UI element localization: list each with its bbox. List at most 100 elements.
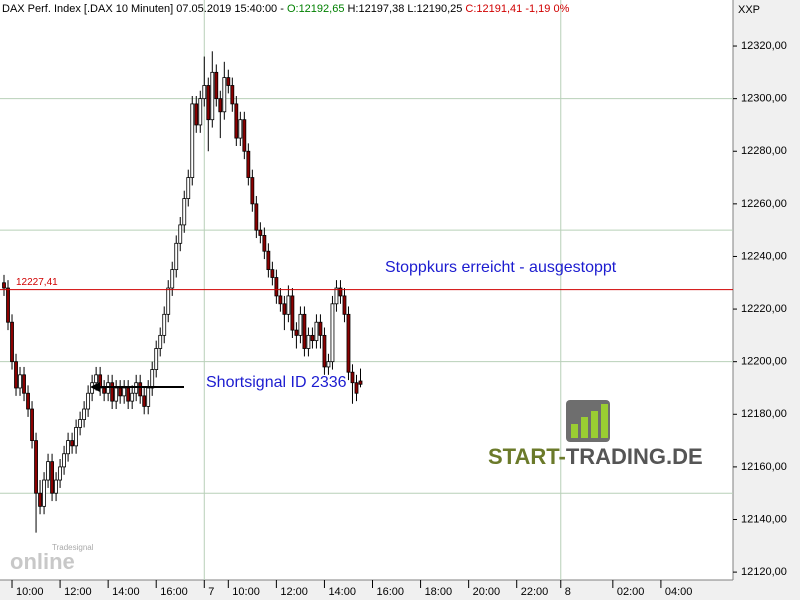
candle-body (230, 85, 235, 105)
stop-line-label: 12227,41 (16, 277, 58, 288)
candle-body (190, 103, 195, 178)
y-tick-label: 12260,00 (741, 198, 787, 210)
x-tick-label: 10:00 (16, 586, 44, 598)
candle-body (154, 348, 159, 370)
candle-body (86, 392, 91, 410)
candle-body (2, 282, 6, 289)
candle-body (158, 334, 163, 349)
grid (0, 0, 733, 580)
candle-body (74, 427, 79, 447)
candle-body (322, 334, 327, 368)
candle-body (258, 229, 263, 236)
x-tick-label: 7 (208, 586, 214, 598)
x-tick-label: 18:00 (425, 586, 453, 598)
candle-body (78, 419, 83, 428)
candle-body (290, 295, 295, 331)
candle-body (354, 382, 359, 394)
candle-body (26, 392, 30, 410)
candle-body (218, 98, 223, 113)
candle-body (38, 492, 42, 507)
candle-body (238, 119, 243, 139)
candle-body (294, 329, 299, 336)
header-instrument: DAX Perf. Index [.DAX 10 Minuten] 07.05.… (2, 3, 287, 15)
logo-part: START- (488, 444, 566, 469)
candle-body (250, 177, 255, 205)
y-tick-label: 12280,00 (741, 145, 787, 157)
candle-body (314, 321, 319, 342)
candle-body (30, 408, 34, 441)
annotation: Stoppkurs erreicht - ausgestoppt (385, 259, 617, 276)
candle-body (310, 334, 315, 342)
x-tick-label: 20:00 (473, 586, 501, 598)
candle-body (70, 440, 74, 447)
y-tick-label: 12240,00 (741, 250, 787, 262)
header-open: O:12192,65 (287, 3, 345, 15)
y-tick-label: 12180,00 (741, 408, 787, 420)
candle-body (222, 77, 227, 113)
candle-body (282, 303, 287, 315)
watermark-product: online (10, 549, 75, 574)
candle-body (10, 321, 14, 363)
candle-body (338, 287, 343, 297)
candle-body (306, 334, 311, 349)
candle-body (358, 380, 363, 385)
candle-body (198, 98, 203, 126)
y-axis-panel (733, 0, 800, 600)
candle-body (246, 150, 251, 178)
y-tick-label: 12220,00 (741, 303, 787, 315)
header-close: C:12191,41 -1,19 0% (465, 3, 569, 15)
y-tick-label: 12200,00 (741, 356, 787, 368)
x-tick-label: 16:00 (377, 586, 405, 598)
x-tick-label: 12:00 (64, 586, 92, 598)
candle-body (274, 277, 279, 297)
candle-body (202, 85, 207, 100)
candle-body (82, 408, 87, 420)
y-tick-label: 12320,00 (741, 40, 787, 52)
candle-body (278, 295, 283, 305)
candle-body (330, 303, 335, 363)
y-tick-label: 12160,00 (741, 461, 787, 473)
candle-body (114, 387, 119, 402)
candle-body (66, 440, 70, 455)
x-tick-label: 22:00 (521, 586, 549, 598)
candle-body (226, 77, 231, 86)
candle-body (94, 374, 99, 384)
candle-body (102, 387, 107, 394)
candle-body (270, 269, 275, 278)
candle-body (262, 235, 267, 252)
candle-body (326, 361, 331, 368)
x-tick-label: 14:00 (328, 586, 356, 598)
candle-body (186, 177, 191, 199)
candle-body (170, 269, 175, 289)
candle-body (234, 103, 239, 139)
x-tick-label: 16:00 (160, 586, 188, 598)
x-tick-label: 8 (565, 586, 571, 598)
candle-body (14, 361, 18, 389)
candle-body (162, 313, 167, 336)
x-axis-panel (0, 580, 733, 600)
candle-body (146, 387, 151, 407)
candle-body (42, 479, 46, 507)
candle-body (22, 374, 26, 394)
candle-body (58, 466, 62, 481)
candle-body (286, 295, 291, 315)
candle-body (54, 479, 58, 494)
x-tick-label: 04:00 (665, 586, 693, 598)
candle-body (194, 103, 199, 126)
candle-body (166, 287, 171, 315)
candle-body (18, 374, 22, 389)
y-tick-label: 12140,00 (741, 513, 787, 525)
candle-body (150, 369, 155, 389)
logo-part: TRADING.DE (566, 444, 703, 469)
candle-body (174, 242, 179, 271)
y-tick-label: 12120,00 (741, 566, 787, 578)
candle-body (346, 313, 351, 373)
x-tick-label: 12:00 (280, 586, 308, 598)
candle-body (254, 203, 259, 231)
candle-body (118, 387, 123, 397)
exchange: XXP (738, 4, 760, 16)
candle-body (342, 295, 347, 315)
header-low: L:12190,25 (407, 3, 462, 15)
